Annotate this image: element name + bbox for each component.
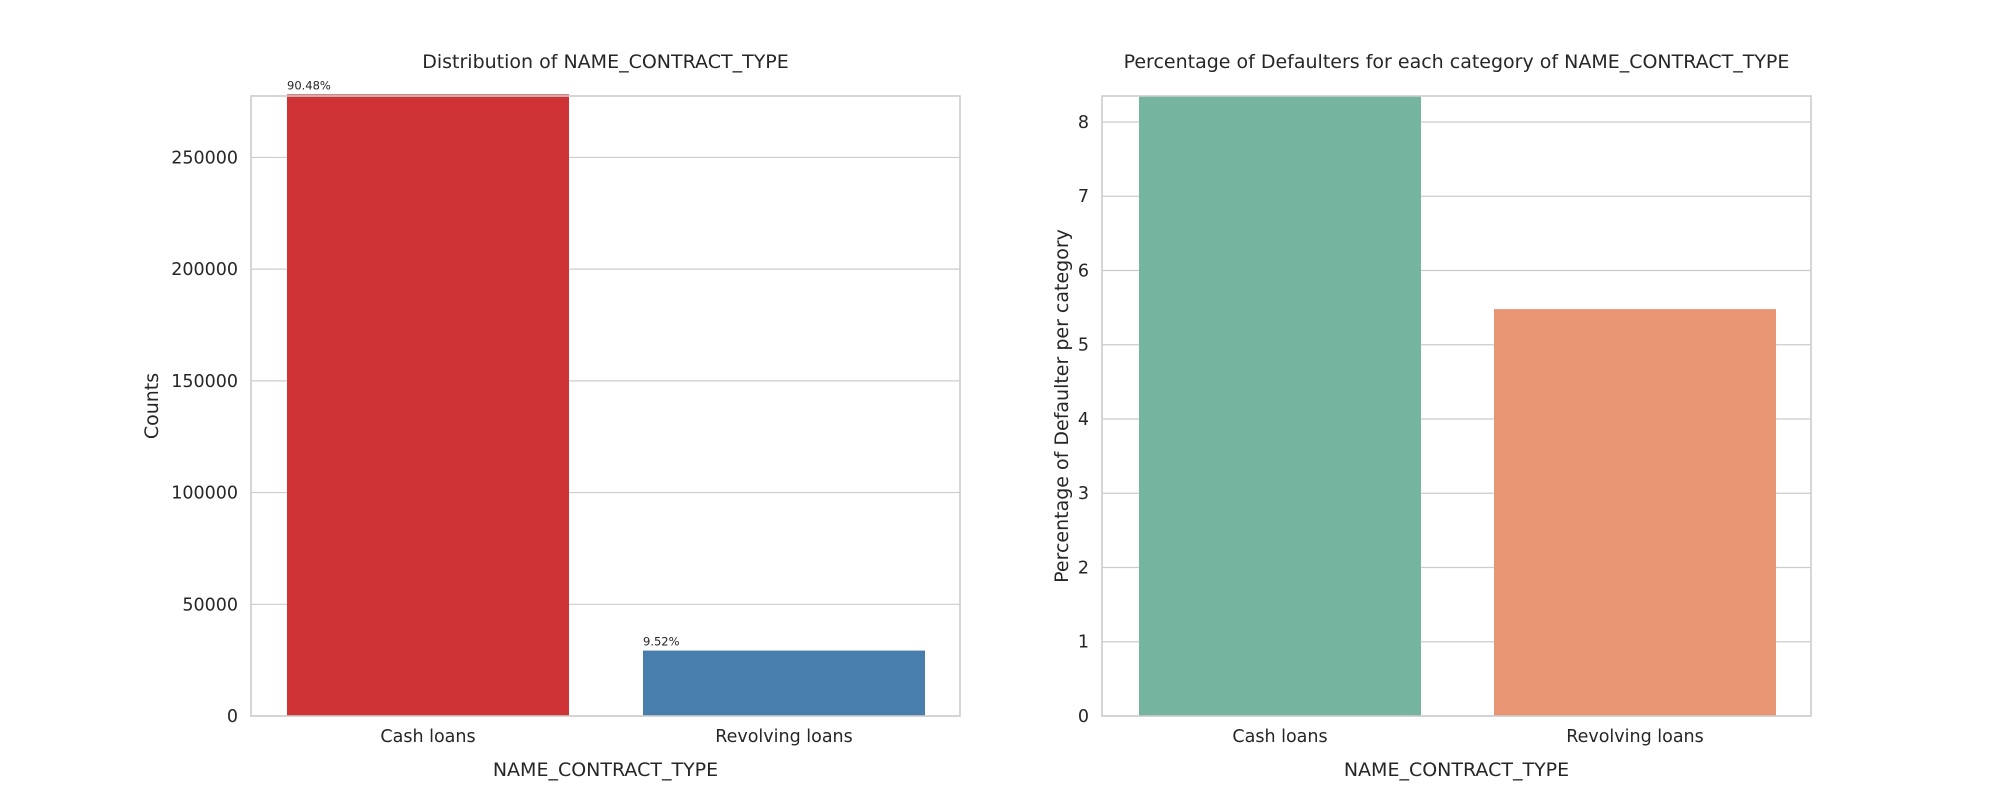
plot-frame [1101,95,1812,717]
chart-title: Distribution of NAME_CONTRACT_TYPE [422,51,789,73]
x-axis-label: NAME_CONTRACT_TYPE [493,759,718,781]
data-label-0: 90.48% [287,78,331,92]
y-tick-label-7: 7 [1078,187,1089,207]
x-tick-label-0: Cash loans [1232,727,1327,747]
y-tick-label-0: 0 [1078,707,1089,727]
bar-cash-loans [1139,96,1421,716]
y-axis-label: Percentage of Defaulter per category [1051,229,1073,583]
plot-frame [250,95,961,717]
y-tick-label-6: 6 [1078,261,1089,281]
chart-title: Percentage of Defaulters for each catego… [1124,51,1790,73]
y-tick-label-3: 150000 [171,372,238,392]
y-tick-label-1: 1 [1078,633,1089,653]
y-tick-label-8: 8 [1078,113,1089,133]
y-tick-label-2: 2 [1078,558,1089,578]
y-tick-label-0: 0 [227,707,238,727]
chart-panel-2: 0 1 2 3 4 5 6 7 8 Cash loans Revolving loans Percen… [1051,51,1812,781]
y-tick-label-1: 50000 [182,595,238,615]
y-axis-label: Counts [141,373,163,439]
y-tick-label-4: 200000 [171,260,238,280]
data-label-1: 9.52% [643,635,680,649]
x-tick-label-1: Revolving loans [715,727,853,747]
bar-cash-loans [287,94,569,716]
x-axis-label: NAME_CONTRACT_TYPE [1344,759,1569,781]
y-tick-label-5: 250000 [171,148,238,168]
bar-revolving-loans [643,650,925,716]
y-tick-label-2: 100000 [171,484,238,504]
chart-panel-1: 90.48% 9.52% 0 50000 100000 150000 200000 25000… [141,51,961,781]
x-tick-label-1: Revolving loans [1566,727,1704,747]
y-tick-label-5: 5 [1078,336,1089,356]
y-tick-label-4: 4 [1078,410,1089,430]
bar-revolving-loans [1494,309,1776,716]
x-tick-label-0: Cash loans [380,727,475,747]
y-tick-label-3: 3 [1078,484,1089,504]
